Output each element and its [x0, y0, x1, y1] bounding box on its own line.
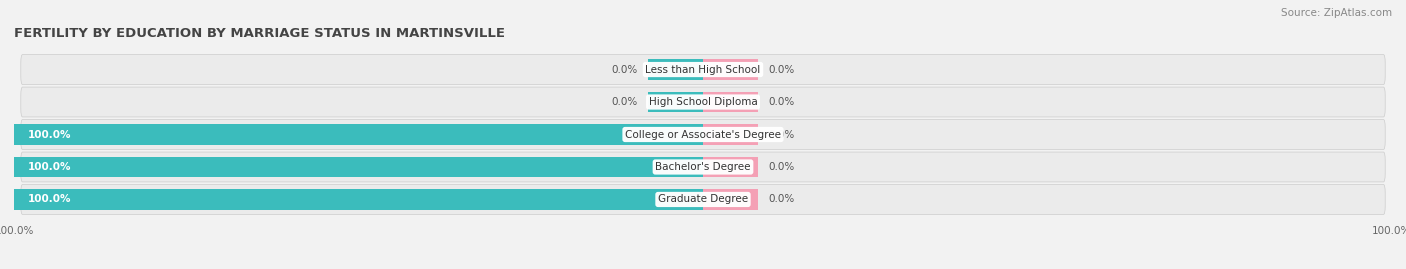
Text: 100.0%: 100.0%: [28, 162, 72, 172]
Bar: [703, 157, 758, 177]
Text: 0.0%: 0.0%: [769, 129, 794, 140]
Bar: [14, 157, 703, 177]
FancyBboxPatch shape: [21, 119, 1385, 150]
Text: Graduate Degree: Graduate Degree: [658, 194, 748, 204]
Text: College or Associate's Degree: College or Associate's Degree: [626, 129, 780, 140]
FancyBboxPatch shape: [21, 55, 1385, 84]
Text: 0.0%: 0.0%: [612, 97, 637, 107]
Text: 0.0%: 0.0%: [769, 162, 794, 172]
Text: Less than High School: Less than High School: [645, 65, 761, 75]
Text: 100.0%: 100.0%: [28, 194, 72, 204]
Bar: [703, 189, 758, 210]
Text: 0.0%: 0.0%: [769, 65, 794, 75]
FancyBboxPatch shape: [21, 152, 1385, 182]
Text: High School Diploma: High School Diploma: [648, 97, 758, 107]
Text: 0.0%: 0.0%: [769, 194, 794, 204]
FancyBboxPatch shape: [21, 87, 1385, 117]
Bar: [14, 189, 703, 210]
Text: Source: ZipAtlas.com: Source: ZipAtlas.com: [1281, 8, 1392, 18]
Text: 0.0%: 0.0%: [769, 97, 794, 107]
Text: 0.0%: 0.0%: [612, 65, 637, 75]
Bar: [14, 125, 703, 144]
Text: 100.0%: 100.0%: [28, 129, 72, 140]
Bar: [703, 125, 758, 144]
Bar: [648, 59, 703, 80]
Bar: [648, 92, 703, 112]
Bar: [703, 92, 758, 112]
FancyBboxPatch shape: [21, 185, 1385, 214]
Bar: [703, 59, 758, 80]
Text: FERTILITY BY EDUCATION BY MARRIAGE STATUS IN MARTINSVILLE: FERTILITY BY EDUCATION BY MARRIAGE STATU…: [14, 27, 505, 40]
Text: Bachelor's Degree: Bachelor's Degree: [655, 162, 751, 172]
